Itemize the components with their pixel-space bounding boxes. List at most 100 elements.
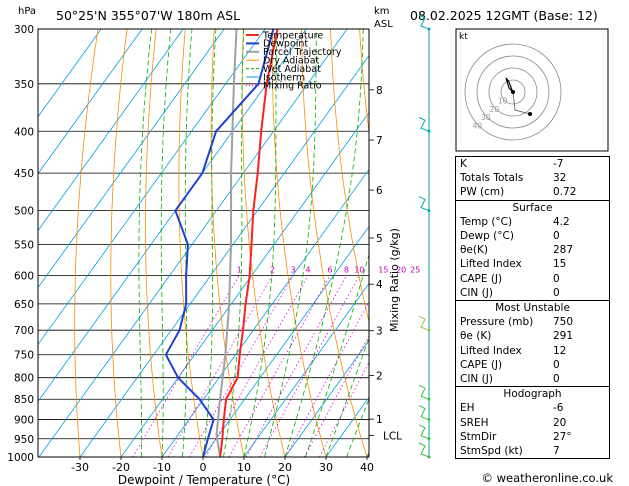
wind-barb	[418, 442, 430, 458]
index-label: CAPE (J)	[460, 272, 503, 285]
asl-label: ASL	[374, 19, 393, 30]
km-tick-label: LCL	[383, 430, 402, 442]
x-axis-label: Dewpoint / Temperature (°C)	[118, 473, 290, 486]
dry-adiabat-line	[145, 29, 163, 457]
index-value: 20	[553, 416, 567, 429]
index-label: Lifted Index	[460, 344, 522, 357]
legend-label: Dry Adiabat	[263, 56, 320, 67]
index-label: θe(K)	[460, 244, 488, 257]
pressure-tick-label: 700	[14, 325, 34, 337]
index-row: Dewp (°C) 0	[460, 229, 605, 243]
index-label: StmSpd (kt)	[460, 445, 523, 458]
pressure-tick-label: 300	[14, 24, 34, 36]
mixing-ratio-tick-label: 4	[306, 265, 311, 274]
mixing-ratio-line	[259, 275, 360, 457]
hodograph-ring-label: 40	[473, 122, 483, 131]
pressure-tick-label: 400	[14, 126, 34, 138]
index-row: θe(K) 287	[460, 243, 605, 257]
isotherm-line	[38, 29, 143, 175]
index-row: EH -6	[460, 401, 605, 415]
km-tick-label: 7	[376, 135, 383, 147]
mixing-ratio-line	[228, 275, 331, 457]
dry-adiabat-line	[210, 29, 245, 457]
index-value: 0	[553, 230, 560, 243]
wind-profile	[418, 14, 431, 459]
index-value: 0	[553, 373, 560, 386]
index-value: 0.72	[553, 186, 577, 199]
credit-text: © weatheronline.co.uk	[481, 471, 613, 485]
indices-panel: K -7 Totals Totals 32 PW (cm) 0.72 Surface Tem…	[455, 156, 610, 460]
index-value: 287	[553, 244, 574, 257]
pressure-tick-label: 600	[14, 270, 34, 282]
dry-adiabat-line	[241, 29, 286, 457]
hodograph-ring-label: 30	[481, 113, 491, 122]
index-value: 0	[553, 272, 560, 285]
hodograph-unit-label: kt	[459, 32, 468, 42]
dry-adiabat-line	[74, 29, 99, 457]
index-label: PW (cm)	[460, 186, 505, 199]
wind-barb-dot	[427, 397, 431, 401]
wind-barb-dot	[427, 437, 431, 441]
mixing-ratio-tick-label: 25	[410, 265, 420, 274]
km-tick-label: 5	[376, 233, 383, 245]
hodograph-storm-trace	[512, 91, 531, 115]
location-title: 50°25'N 355°07'W 180m ASL	[56, 8, 240, 23]
index-label: Pressure (mb)	[460, 316, 534, 329]
index-label: θe (K)	[460, 330, 492, 343]
mixing-ratio-tick-label: 8	[344, 265, 349, 274]
dry-adiabat-line	[359, 29, 369, 136]
index-label: K	[460, 158, 467, 170]
axes: 1 2 3 4 6 8 10 15 20 2530035040045050055060065070…	[7, 24, 420, 474]
hodograph-frame	[455, 28, 609, 152]
wind-barb	[418, 384, 430, 400]
legend-label: Temperature	[262, 30, 323, 41]
dewpoint-line	[164, 29, 275, 457]
indices-top-box: K -7 Totals Totals 32 PW (cm) 0.72	[455, 156, 610, 201]
temperature-tick-label: 20	[278, 461, 292, 474]
wind-barb-dot	[427, 455, 431, 459]
wind-barb	[418, 424, 430, 440]
mixing-ratio-tick-label: 3	[290, 265, 295, 274]
index-row: K -7	[460, 157, 605, 171]
wet-adiabat-line	[305, 252, 369, 457]
pressure-tick-label: 450	[14, 168, 34, 180]
index-label: Dewp (°C)	[460, 230, 514, 243]
km-tick-label: 1	[376, 414, 383, 426]
most-unstable-box: Most Unstable Pressure (mb) 750 θe (K) 291 Li…	[455, 301, 610, 388]
hodograph-ring-label: 10	[498, 96, 508, 105]
index-label: SREH	[460, 416, 489, 429]
box-title: Surface	[512, 201, 553, 214]
diagram-lines	[38, 29, 369, 457]
hodograph-ring	[464, 43, 562, 141]
index-value: 4.2	[553, 215, 570, 228]
pressure-tick-label: 950	[14, 434, 34, 446]
index-row: θe (K) 291	[460, 329, 605, 343]
index-row: CAPE (J) 0	[460, 358, 605, 372]
km-tick-label: 6	[376, 185, 383, 197]
isotherm-line	[161, 168, 369, 457]
temperature-tick-label: 0	[200, 461, 207, 474]
wind-barb	[418, 405, 430, 421]
wet-adiabat-line	[138, 29, 153, 457]
isotherm-line	[38, 29, 102, 118]
wind-barb-dot	[427, 129, 431, 133]
wet-adiabat-line	[160, 29, 172, 457]
mixing-ratio-axis-label: Mixing Ratio (g/kg)	[388, 228, 401, 332]
legend-label: Dewpoint	[263, 39, 308, 50]
temperature-tick-label: -10	[153, 461, 171, 474]
index-value: 750	[553, 316, 574, 329]
pressure-tick-label: 750	[14, 350, 34, 362]
index-value: 0	[553, 286, 560, 299]
index-value: 12	[553, 344, 567, 357]
wind-barb-dot	[427, 418, 431, 422]
index-value: 7	[553, 445, 560, 458]
storm-motion-dot	[528, 112, 532, 116]
box-title: Most Unstable	[495, 302, 570, 315]
isotherm-line	[38, 29, 225, 289]
isotherm-line	[243, 282, 369, 457]
parcel-trajectory-line	[215, 29, 238, 457]
index-row: SREH 20	[460, 416, 605, 430]
